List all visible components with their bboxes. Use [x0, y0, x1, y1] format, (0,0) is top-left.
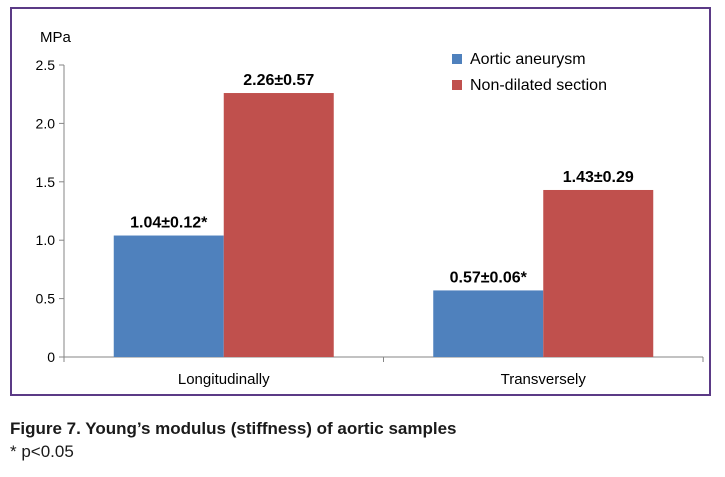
x-category-labels: Longitudinally Transversely	[63, 357, 704, 388]
legend-swatch	[452, 80, 462, 90]
bar	[543, 189, 654, 357]
figure-caption: Figure 7. Young’s modulus (stiffness) of…	[10, 419, 457, 438]
bar	[113, 235, 224, 357]
y-tick-label: 2.0	[36, 115, 56, 131]
bar-chart: MPa 0 0.5 1.0 1.5 2.0 2.5 1.04±0.12* 2.26±0.57…	[36, 29, 704, 388]
y-tick-label: 1.5	[36, 174, 56, 190]
bar	[223, 93, 334, 358]
y-tick-label: 0.5	[36, 291, 56, 307]
x-category-label: Transversely	[501, 371, 587, 388]
legend-label: Non-dilated section	[470, 77, 607, 94]
x-category-label: Longitudinally	[178, 371, 270, 388]
legend-swatch	[452, 54, 462, 64]
bars: 1.04±0.12* 2.26±0.57 0.57±0.06* 1.43±0.29	[113, 72, 654, 358]
data-label: 0.57±0.06*	[450, 269, 528, 286]
y-ticks: 0 0.5 1.0 1.5 2.0 2.5	[36, 57, 64, 365]
data-label: 2.26±0.57	[243, 72, 314, 89]
chart-frame: MPa 0 0.5 1.0 1.5 2.0 2.5 1.04±0.12* 2.26±0.57…	[10, 7, 711, 396]
y-tick-label: 2.5	[36, 57, 56, 73]
y-tick-label: 0	[47, 349, 55, 365]
y-tick-label: 1.0	[36, 232, 56, 248]
legend-label: Aortic aneurysm	[470, 51, 586, 68]
data-label: 1.43±0.29	[563, 169, 634, 186]
bar	[433, 290, 544, 357]
footnote: * p<0.05	[10, 442, 74, 461]
y-unit-label: MPa	[40, 29, 72, 46]
legend: Aortic aneurysm Non-dilated section	[452, 51, 607, 94]
data-label: 1.04±0.12*	[130, 215, 208, 232]
